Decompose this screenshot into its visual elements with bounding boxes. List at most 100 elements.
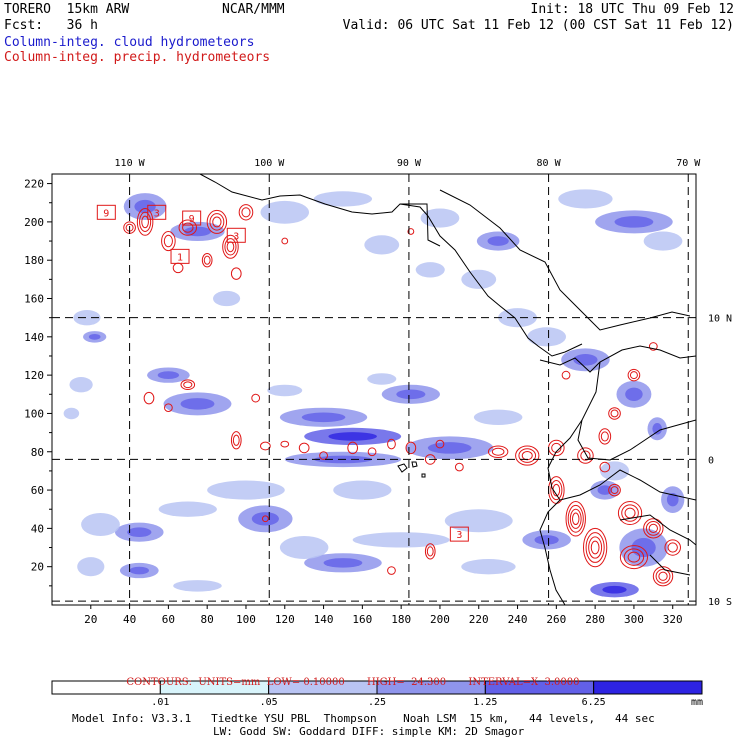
max-box-label: 9 — [103, 208, 109, 219]
lat-label: 0 — [708, 455, 714, 466]
galapagos — [397, 461, 426, 478]
max-box-label: 3 — [456, 530, 462, 541]
max-box — [147, 204, 167, 220]
x-tick-label: 20 — [84, 613, 97, 626]
cloud-cell — [461, 559, 516, 575]
cloud-cell — [352, 532, 450, 548]
shaded-field-label: Column-integ. cloud hydrometeors — [4, 35, 255, 50]
cloud-cell-core — [652, 423, 663, 435]
x-tick-label: 240 — [508, 613, 528, 626]
x-tick-label: 100 — [236, 613, 256, 626]
precip-contour — [251, 393, 261, 403]
model-title: TORERO 15km ARW — [4, 2, 130, 17]
precip-contour — [608, 483, 621, 497]
cloud-cell-core — [487, 236, 509, 246]
precip-contour — [565, 501, 586, 537]
precip-contour — [206, 209, 228, 234]
cloud-cell — [527, 327, 567, 347]
y-tick-label: 100 — [24, 407, 44, 420]
cloud-cell — [599, 461, 630, 481]
precip-contour — [232, 434, 240, 446]
cloud-cell — [267, 384, 303, 397]
cloud-cell — [213, 290, 241, 307]
max-box — [449, 526, 469, 542]
lon-label: 80 W — [537, 158, 562, 169]
precip-contour — [136, 207, 154, 236]
colorbar-level: 6.25 — [582, 697, 606, 708]
precip-contour — [582, 527, 608, 568]
cloud-cell-core — [396, 389, 426, 400]
precip-contour — [387, 566, 396, 575]
x-tick-label: 160 — [352, 613, 372, 626]
cloud-cell — [558, 189, 613, 209]
precip-contour — [585, 532, 605, 563]
precip-contour — [280, 440, 290, 448]
precip-contour — [655, 568, 671, 584]
precip-contour — [623, 548, 645, 566]
precip-contour — [281, 237, 289, 245]
precip-contour — [658, 571, 668, 581]
cloud-cell — [81, 513, 120, 537]
x-tick-label: 300 — [624, 613, 644, 626]
precip-contour — [627, 368, 641, 382]
precip-contour — [643, 518, 664, 539]
precip-contour — [212, 216, 222, 228]
x-tick-label: 140 — [314, 613, 334, 626]
coastline-central-america — [427, 215, 583, 357]
lon-label: 100 W — [254, 158, 285, 169]
cloud-cell-core — [157, 371, 180, 379]
precip-contour — [652, 566, 674, 587]
cloud-cell-core — [625, 387, 643, 401]
precip-contour — [580, 450, 591, 461]
cloud-cell-core — [183, 226, 212, 237]
max-box — [96, 204, 116, 220]
x-tick-label: 200 — [430, 613, 450, 626]
precip-contour — [387, 438, 396, 450]
precip-contour — [491, 447, 505, 456]
precip-contour — [608, 407, 621, 420]
cloud-cell — [461, 269, 497, 289]
cloud-cell-core — [328, 432, 377, 441]
precip-contour — [405, 441, 417, 455]
center-label: NCAR/MMM — [222, 2, 285, 17]
cloud-cell — [158, 501, 217, 517]
cloud-cell — [63, 407, 80, 420]
precip-contour — [224, 238, 237, 256]
colorbar-units: mm — [691, 697, 703, 708]
precip-contour — [569, 508, 582, 529]
cloud-cell-core — [127, 527, 152, 537]
cloud-cell-core — [602, 585, 627, 594]
precip-contour — [183, 381, 193, 389]
precip-contour — [407, 228, 415, 235]
colorbar-level: .01 — [151, 697, 169, 708]
plot-frame — [51, 173, 697, 606]
cloud-cell-core — [180, 398, 215, 410]
precip-contour — [426, 546, 434, 557]
x-tick-label: 40 — [123, 613, 136, 626]
max-value-boxes: 9 3 9 1 3 3 — [96, 204, 469, 542]
cloud-cell — [367, 373, 397, 385]
x-tick-label: 220 — [469, 613, 489, 626]
cloud-cell — [415, 262, 445, 278]
precip-contour — [551, 442, 562, 454]
cloud-cell — [73, 310, 101, 326]
precip-contour — [610, 409, 619, 418]
cloud-cell-core — [631, 537, 656, 558]
precip-contour — [164, 403, 173, 413]
precip-contour — [667, 542, 678, 553]
precip-contour-layer — [123, 204, 681, 587]
colorbar: .01 .05 .25 1.25 6.25 mm — [51, 680, 703, 708]
precip-contour — [238, 204, 254, 221]
max-box-label: 9 — [189, 214, 195, 225]
precip-contour — [577, 447, 594, 464]
colorbar-swatch — [593, 680, 703, 695]
y-tick-label: 80 — [31, 446, 44, 459]
cloud-cell-core — [129, 566, 149, 575]
y-tick-label: 140 — [24, 331, 44, 344]
y-tick-label: 20 — [31, 561, 44, 574]
cloud-cell — [313, 191, 373, 207]
precip-contour — [424, 543, 436, 560]
precip-contour — [143, 391, 155, 405]
precip-contour — [241, 207, 251, 218]
max-box — [182, 210, 202, 226]
